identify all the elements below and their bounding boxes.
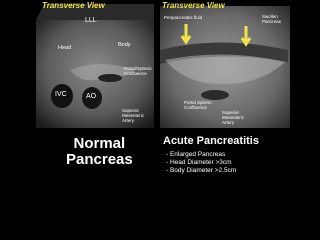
caption-line: Normal [73,135,126,152]
label: IVC [55,91,67,98]
label: Head [58,45,72,51]
label: Portal/Splenic Confluence [124,66,152,76]
feature: - Enlarged Pancreas [166,151,226,158]
label: Body [118,42,131,48]
label: AO [86,93,97,100]
view-label: Transverse View [42,1,105,10]
slide: Transverse View LLL Head Body Portal/Spl… [36,1,290,175]
caption: Acute Pancreatitis [163,135,259,147]
ultrasound-images [36,4,290,128]
caption-line: Pancreas [66,151,133,168]
feature: - Body Diameter >2.5cm [166,167,237,174]
label: Portal Splenic Confluence [184,100,212,110]
label: Peripancreatic fluid [164,15,203,20]
label: Superior Mesenteric Artery [222,110,245,125]
label: Superior Mesenteric Artery [122,108,145,123]
caption: Normal Pancreas [66,136,133,168]
feature: - Head Diameter >3cm [166,159,232,166]
view-label: Transverse View [162,1,225,10]
label: Swollen Pancreas [262,14,282,24]
feature-list: - Enlarged Pancreas - Head Diameter >3cm… [166,151,236,175]
label: LLL [85,17,97,24]
